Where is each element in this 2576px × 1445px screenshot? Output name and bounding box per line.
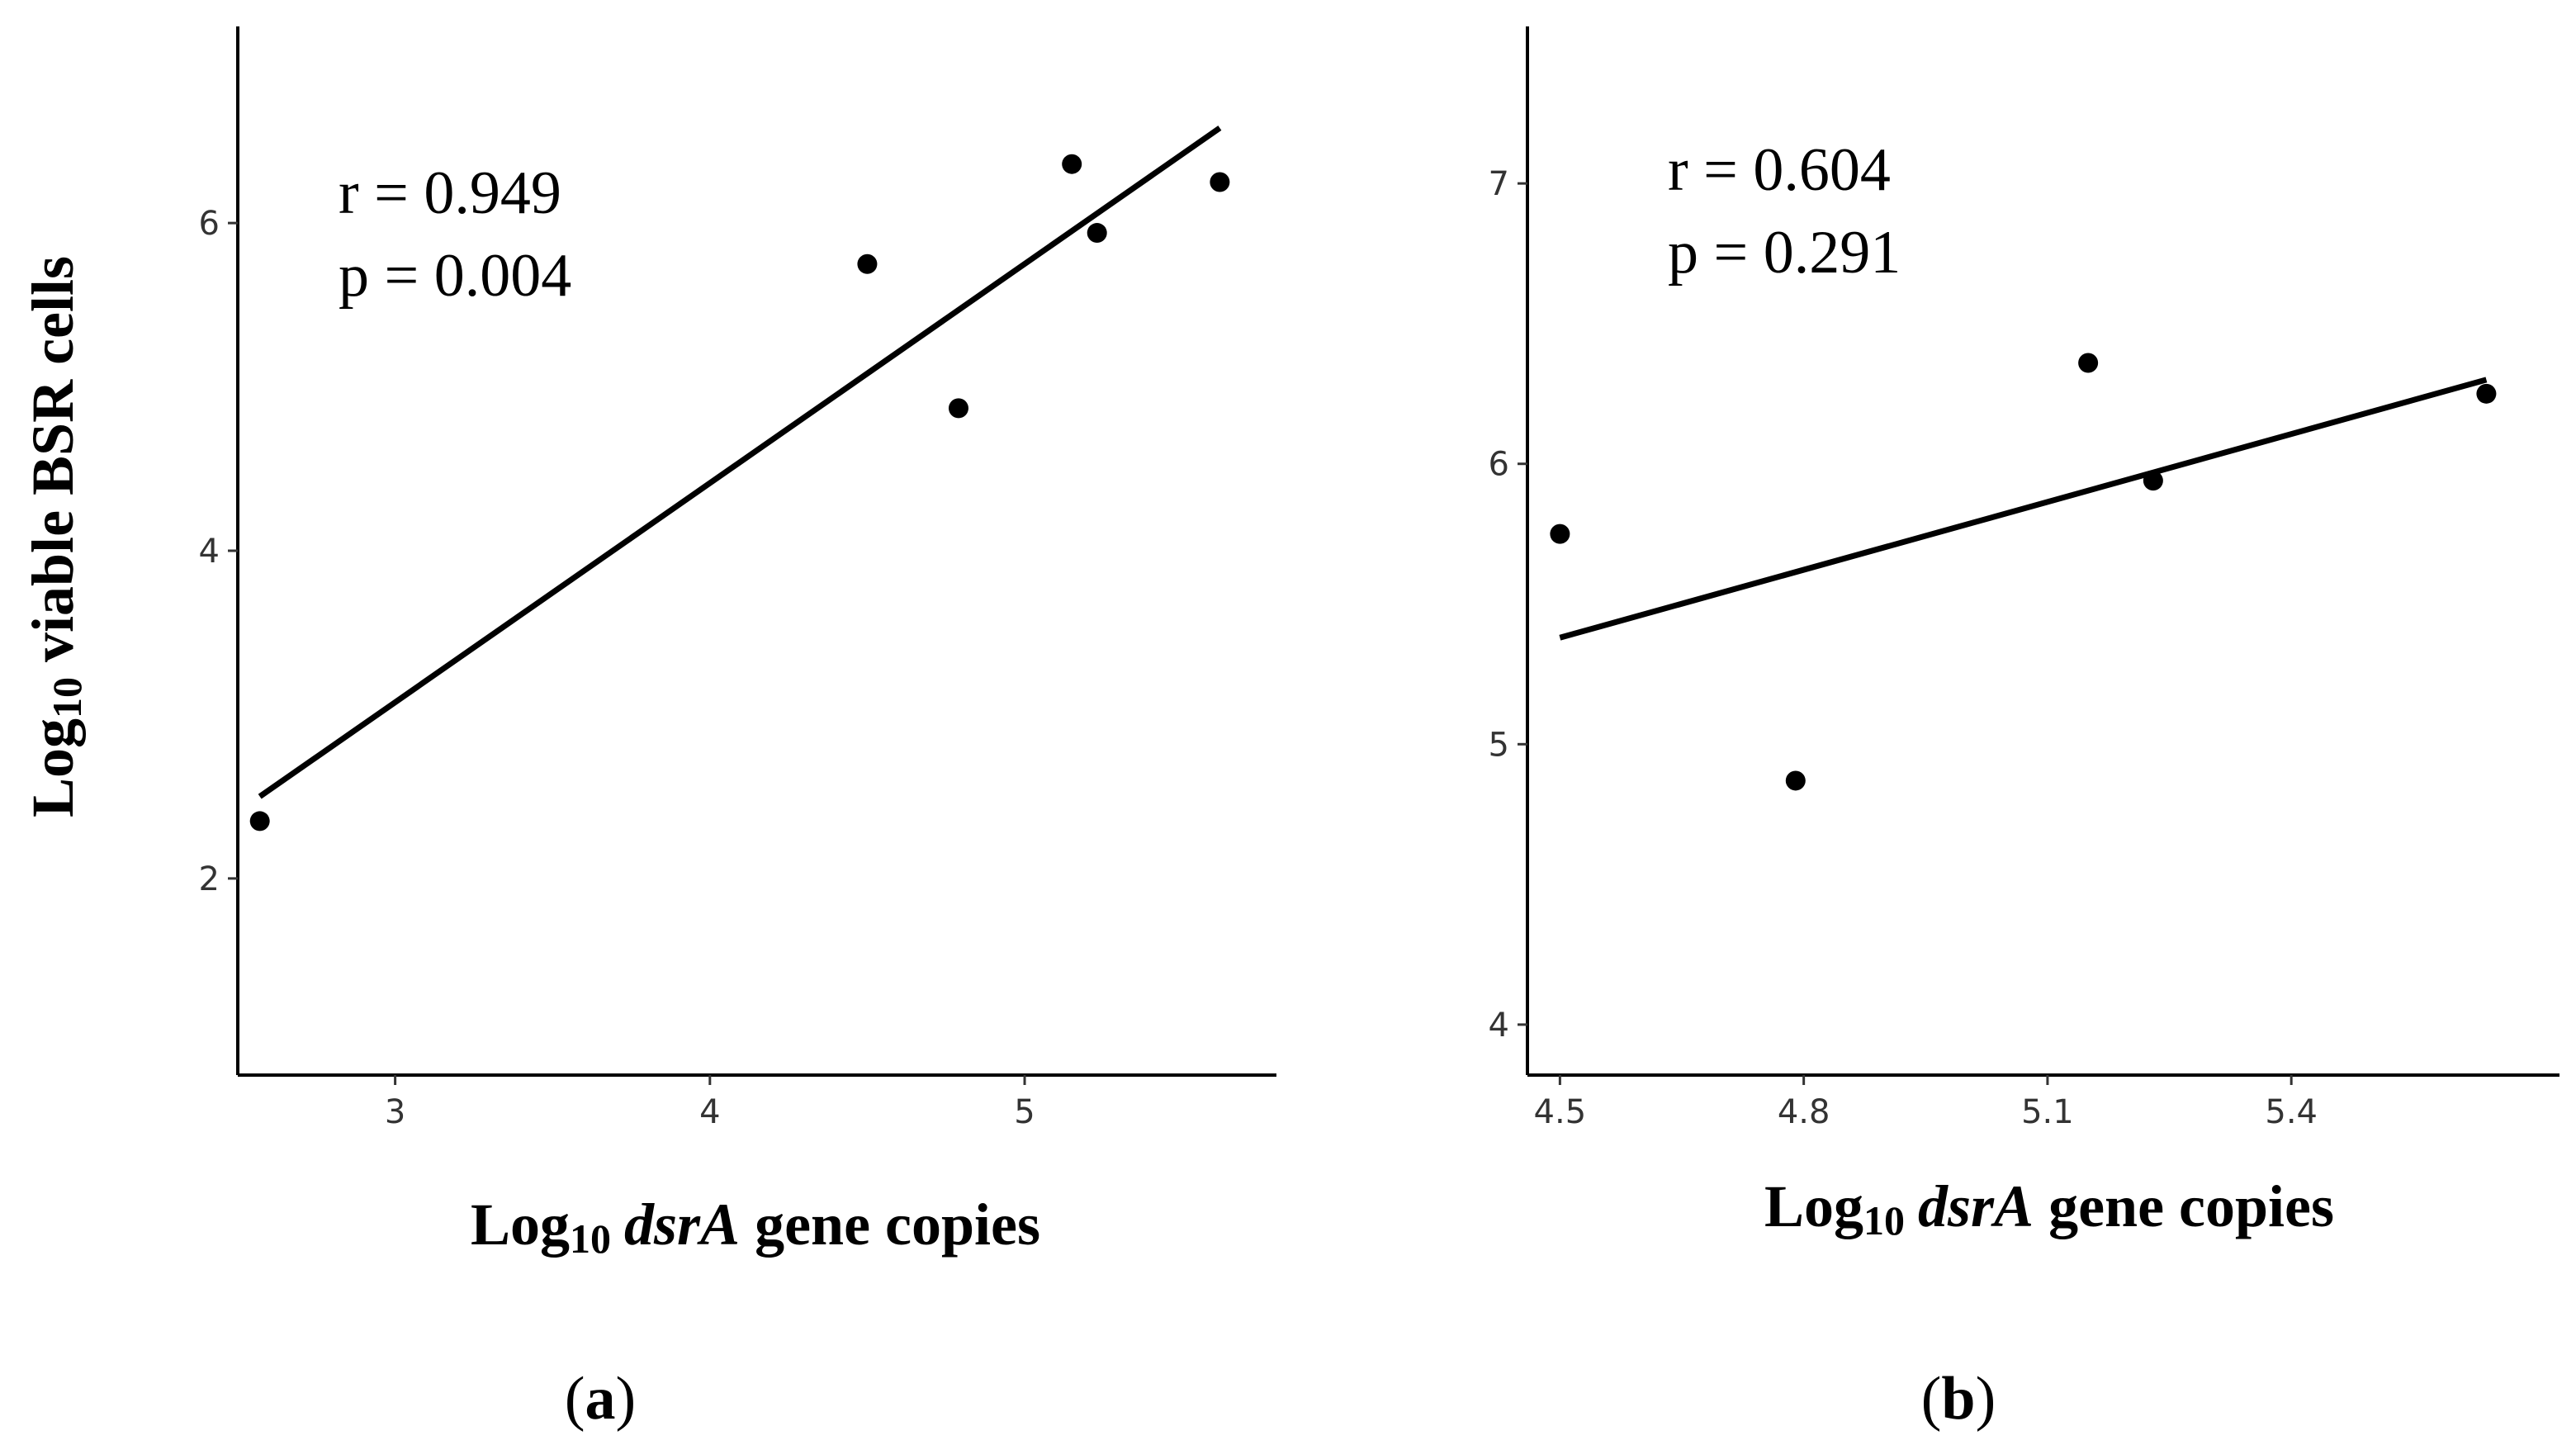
panel-b-regression-line xyxy=(1559,377,2488,641)
panel-a-data-point xyxy=(1062,154,1082,174)
panel-a-regression-line xyxy=(258,126,1222,799)
panel-a-x-tick-label: 3 xyxy=(385,1093,405,1131)
panel-a-ticks: 3 4 5 2 4 6 xyxy=(199,205,1035,1131)
panel-b-data-point xyxy=(2143,471,2163,491)
panel-b-x-tick-label: 4.8 xyxy=(1778,1093,1830,1131)
panel-b-ticks: 4.5 4.8 5.1 5.4 4 5 6 7 xyxy=(1489,165,2318,1131)
panel-a-label: (a) xyxy=(565,1365,636,1433)
panel-b-data-point xyxy=(2078,353,2099,373)
panel-a-y-axis-title: Log10 viable BSR cells xyxy=(20,256,90,817)
panel-a-x-tick-label: 4 xyxy=(699,1093,720,1131)
panel-b: 4.5 4.8 5.1 5.4 4 5 6 7 r = 0.604 p = 0.291 Log… xyxy=(1489,26,2559,1433)
panel-a: 3 4 5 2 4 6 r = 0.949 p = 0.004 Log10 viable … xyxy=(20,26,1276,1433)
panel-b-x-tick-label: 5.4 xyxy=(2265,1093,2318,1131)
panel-b-y-tick-label: 7 xyxy=(1489,165,1509,203)
panel-a-r-value: r = 0.949 xyxy=(339,159,561,227)
panel-a-data-point xyxy=(1087,223,1107,244)
panel-b-r-value: r = 0.604 xyxy=(1668,136,1891,204)
panel-a-points xyxy=(249,154,1230,831)
panel-b-x-axis-title: Log10 dsrA gene copies xyxy=(1764,1173,2334,1244)
panel-a-data-point xyxy=(948,398,968,419)
panel-b-data-point xyxy=(2476,383,2497,404)
panel-a-y-tick-label: 4 xyxy=(199,533,220,571)
panel-b-y-tick-label: 4 xyxy=(1489,1007,1509,1045)
panel-b-y-tick-label: 6 xyxy=(1489,446,1509,484)
panel-b-y-tick-label: 5 xyxy=(1489,726,1509,764)
panel-b-points xyxy=(1550,353,2497,791)
panel-a-x-axis-title: Log10 dsrA gene copies xyxy=(471,1192,1040,1262)
panel-b-p-value: p = 0.291 xyxy=(1668,219,1901,287)
panel-a-data-point xyxy=(1210,172,1230,192)
panel-b-x-tick-label: 5.1 xyxy=(2021,1093,2074,1131)
panel-a-data-point xyxy=(857,253,878,274)
panel-b-data-point xyxy=(1785,770,1806,791)
panel-b-label: (b) xyxy=(1921,1365,1996,1433)
panel-b-data-point xyxy=(1550,524,1570,544)
panel-a-x-tick-label: 5 xyxy=(1014,1093,1035,1131)
panel-a-y-tick-label: 6 xyxy=(199,205,220,243)
panel-b-x-tick-label: 4.5 xyxy=(1534,1093,1587,1131)
panel-a-p-value: p = 0.004 xyxy=(339,242,571,310)
panel-a-y-tick-label: 2 xyxy=(199,860,220,898)
panel-a-data-point xyxy=(249,811,270,831)
